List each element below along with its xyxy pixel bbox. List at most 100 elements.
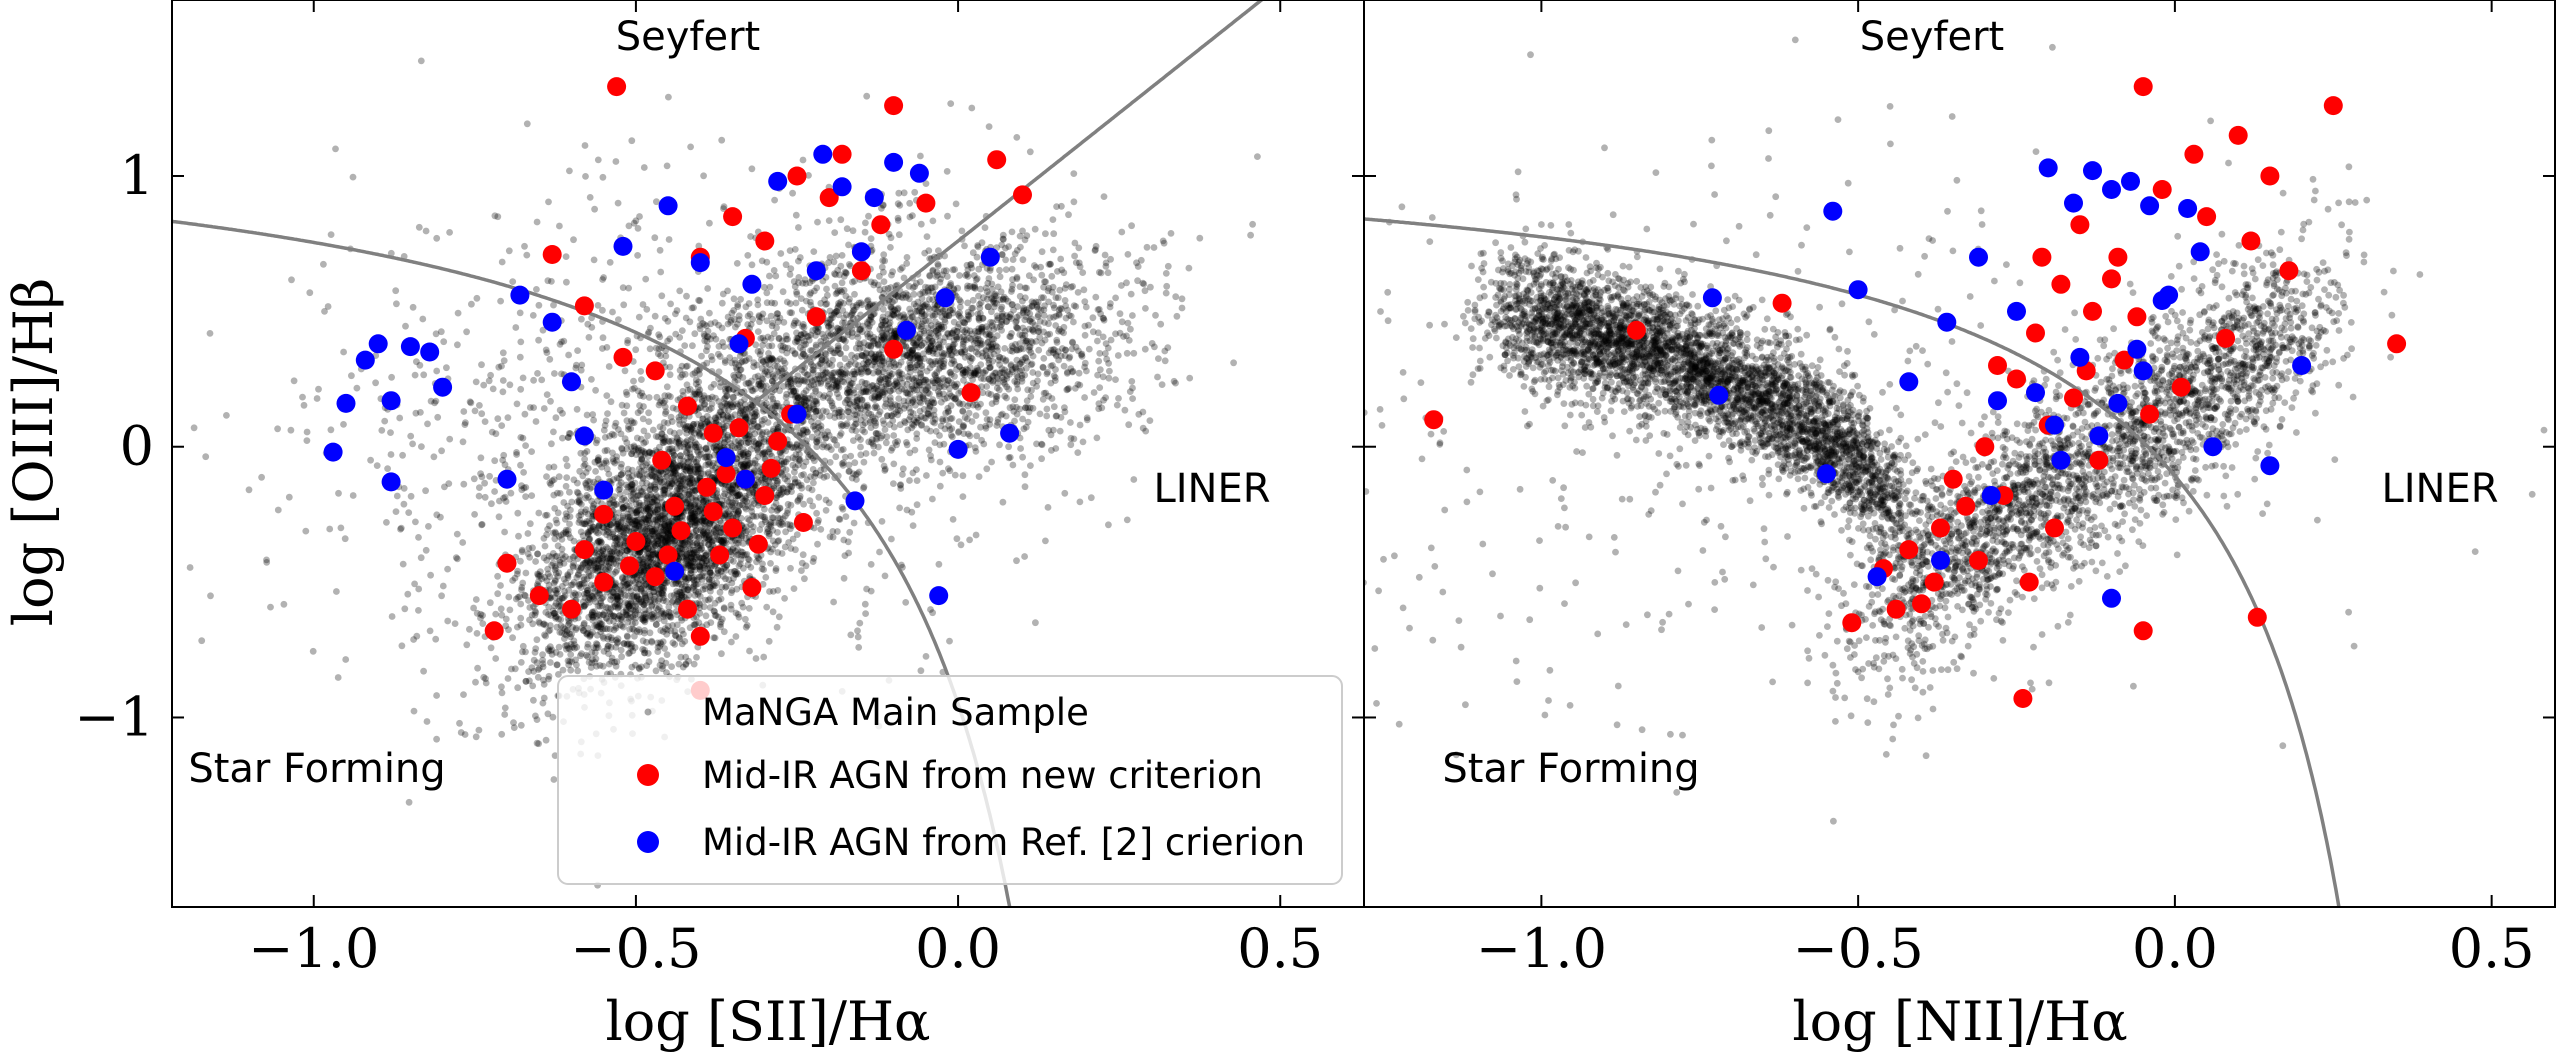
main-sample-point	[978, 327, 986, 335]
main-sample-point	[437, 513, 444, 521]
main-sample-point	[691, 510, 699, 518]
main-sample-point	[580, 576, 588, 584]
main-sample-point	[672, 601, 680, 609]
main-sample-point	[621, 599, 629, 606]
main-sample-point	[1185, 264, 1193, 272]
main-sample-point	[622, 497, 629, 504]
main-sample-point	[992, 369, 1000, 377]
main-sample-point	[555, 643, 563, 651]
main-sample-point	[951, 471, 959, 479]
main-sample-point	[687, 559, 695, 567]
main-sample-point	[615, 535, 623, 542]
main-sample-point	[501, 711, 509, 718]
main-sample-point	[1090, 389, 1098, 396]
main-sample-point	[728, 638, 735, 646]
main-sample-point	[675, 440, 683, 448]
main-sample-point	[805, 484, 813, 492]
main-sample-point	[634, 551, 642, 559]
main-sample-point	[683, 507, 691, 515]
main-sample-point	[755, 555, 763, 563]
main-sample-point	[862, 219, 869, 227]
main-sample-point	[867, 561, 875, 568]
main-sample-point	[614, 594, 622, 602]
main-sample-point	[451, 620, 459, 627]
main-sample-point	[539, 660, 547, 668]
main-sample-point	[743, 622, 751, 629]
main-sample-point	[718, 497, 726, 505]
main-sample-point	[1067, 434, 1075, 442]
main-sample-point	[478, 361, 485, 369]
main-sample-point	[718, 650, 725, 658]
main-sample-point	[738, 358, 746, 365]
main-sample-point	[562, 642, 569, 649]
main-sample-point	[1081, 322, 1089, 330]
main-sample-point	[580, 560, 587, 568]
main-sample-point	[620, 578, 628, 586]
main-sample-point	[472, 733, 480, 741]
main-sample-point	[489, 385, 497, 393]
main-sample-point	[942, 311, 950, 319]
main-sample-point	[854, 433, 862, 441]
main-sample-point	[956, 363, 963, 370]
main-sample-point	[621, 367, 629, 375]
main-sample-point	[570, 579, 578, 586]
main-sample-point	[1024, 358, 1031, 365]
main-sample-point	[387, 249, 395, 257]
main-sample-point	[656, 423, 664, 431]
main-sample-point	[773, 400, 781, 407]
main-sample-point	[1121, 406, 1129, 414]
main-sample-point	[1061, 408, 1069, 416]
main-sample-point	[627, 485, 635, 493]
main-sample-point	[891, 333, 899, 340]
main-sample-point	[672, 631, 679, 639]
main-sample-point	[415, 534, 422, 541]
main-sample-point	[1112, 376, 1119, 383]
main-sample-point	[773, 623, 781, 631]
main-sample-point	[691, 580, 698, 588]
main-sample-point	[833, 289, 841, 296]
main-sample-point	[1125, 421, 1133, 429]
main-sample-point	[1048, 272, 1056, 280]
main-sample-point	[1022, 364, 1030, 372]
main-sample-point	[476, 402, 483, 409]
main-sample-point	[1025, 272, 1033, 280]
main-sample-point	[876, 548, 883, 556]
main-sample-point	[945, 312, 953, 320]
main-sample-point	[526, 604, 534, 611]
main-sample-point	[983, 465, 991, 473]
main-sample-point	[774, 587, 782, 594]
main-sample-point	[962, 271, 969, 279]
main-sample-point	[927, 456, 935, 464]
main-sample-point	[685, 491, 693, 498]
main-sample-point	[941, 305, 949, 313]
main-sample-point	[617, 586, 625, 594]
main-sample-point	[1105, 359, 1112, 367]
main-sample-point	[798, 567, 805, 574]
main-sample-point	[1062, 281, 1070, 289]
main-sample-point	[583, 492, 591, 499]
main-sample-point	[1050, 372, 1058, 380]
main-sample-point	[809, 466, 817, 473]
main-sample-point	[878, 432, 886, 440]
main-sample-point	[852, 402, 859, 409]
main-sample-point	[502, 622, 510, 630]
main-sample-point	[650, 588, 657, 596]
main-sample-point	[964, 402, 972, 410]
main-sample-point	[784, 473, 792, 480]
main-sample-point	[663, 578, 671, 585]
main-sample-point	[658, 430, 666, 438]
main-sample-point	[878, 383, 886, 391]
main-sample-point	[587, 581, 595, 589]
main-sample-point	[618, 460, 625, 468]
main-sample-point	[799, 430, 806, 438]
main-sample-point	[725, 576, 733, 584]
main-sample-point	[584, 563, 592, 571]
main-sample-point	[705, 531, 713, 539]
main-sample-point	[704, 333, 712, 341]
main-sample-point	[847, 452, 855, 460]
main-sample-point	[848, 426, 856, 434]
main-sample-point	[617, 471, 625, 478]
main-sample-point	[924, 324, 932, 332]
main-sample-point	[652, 621, 660, 628]
main-sample-point	[723, 422, 731, 430]
